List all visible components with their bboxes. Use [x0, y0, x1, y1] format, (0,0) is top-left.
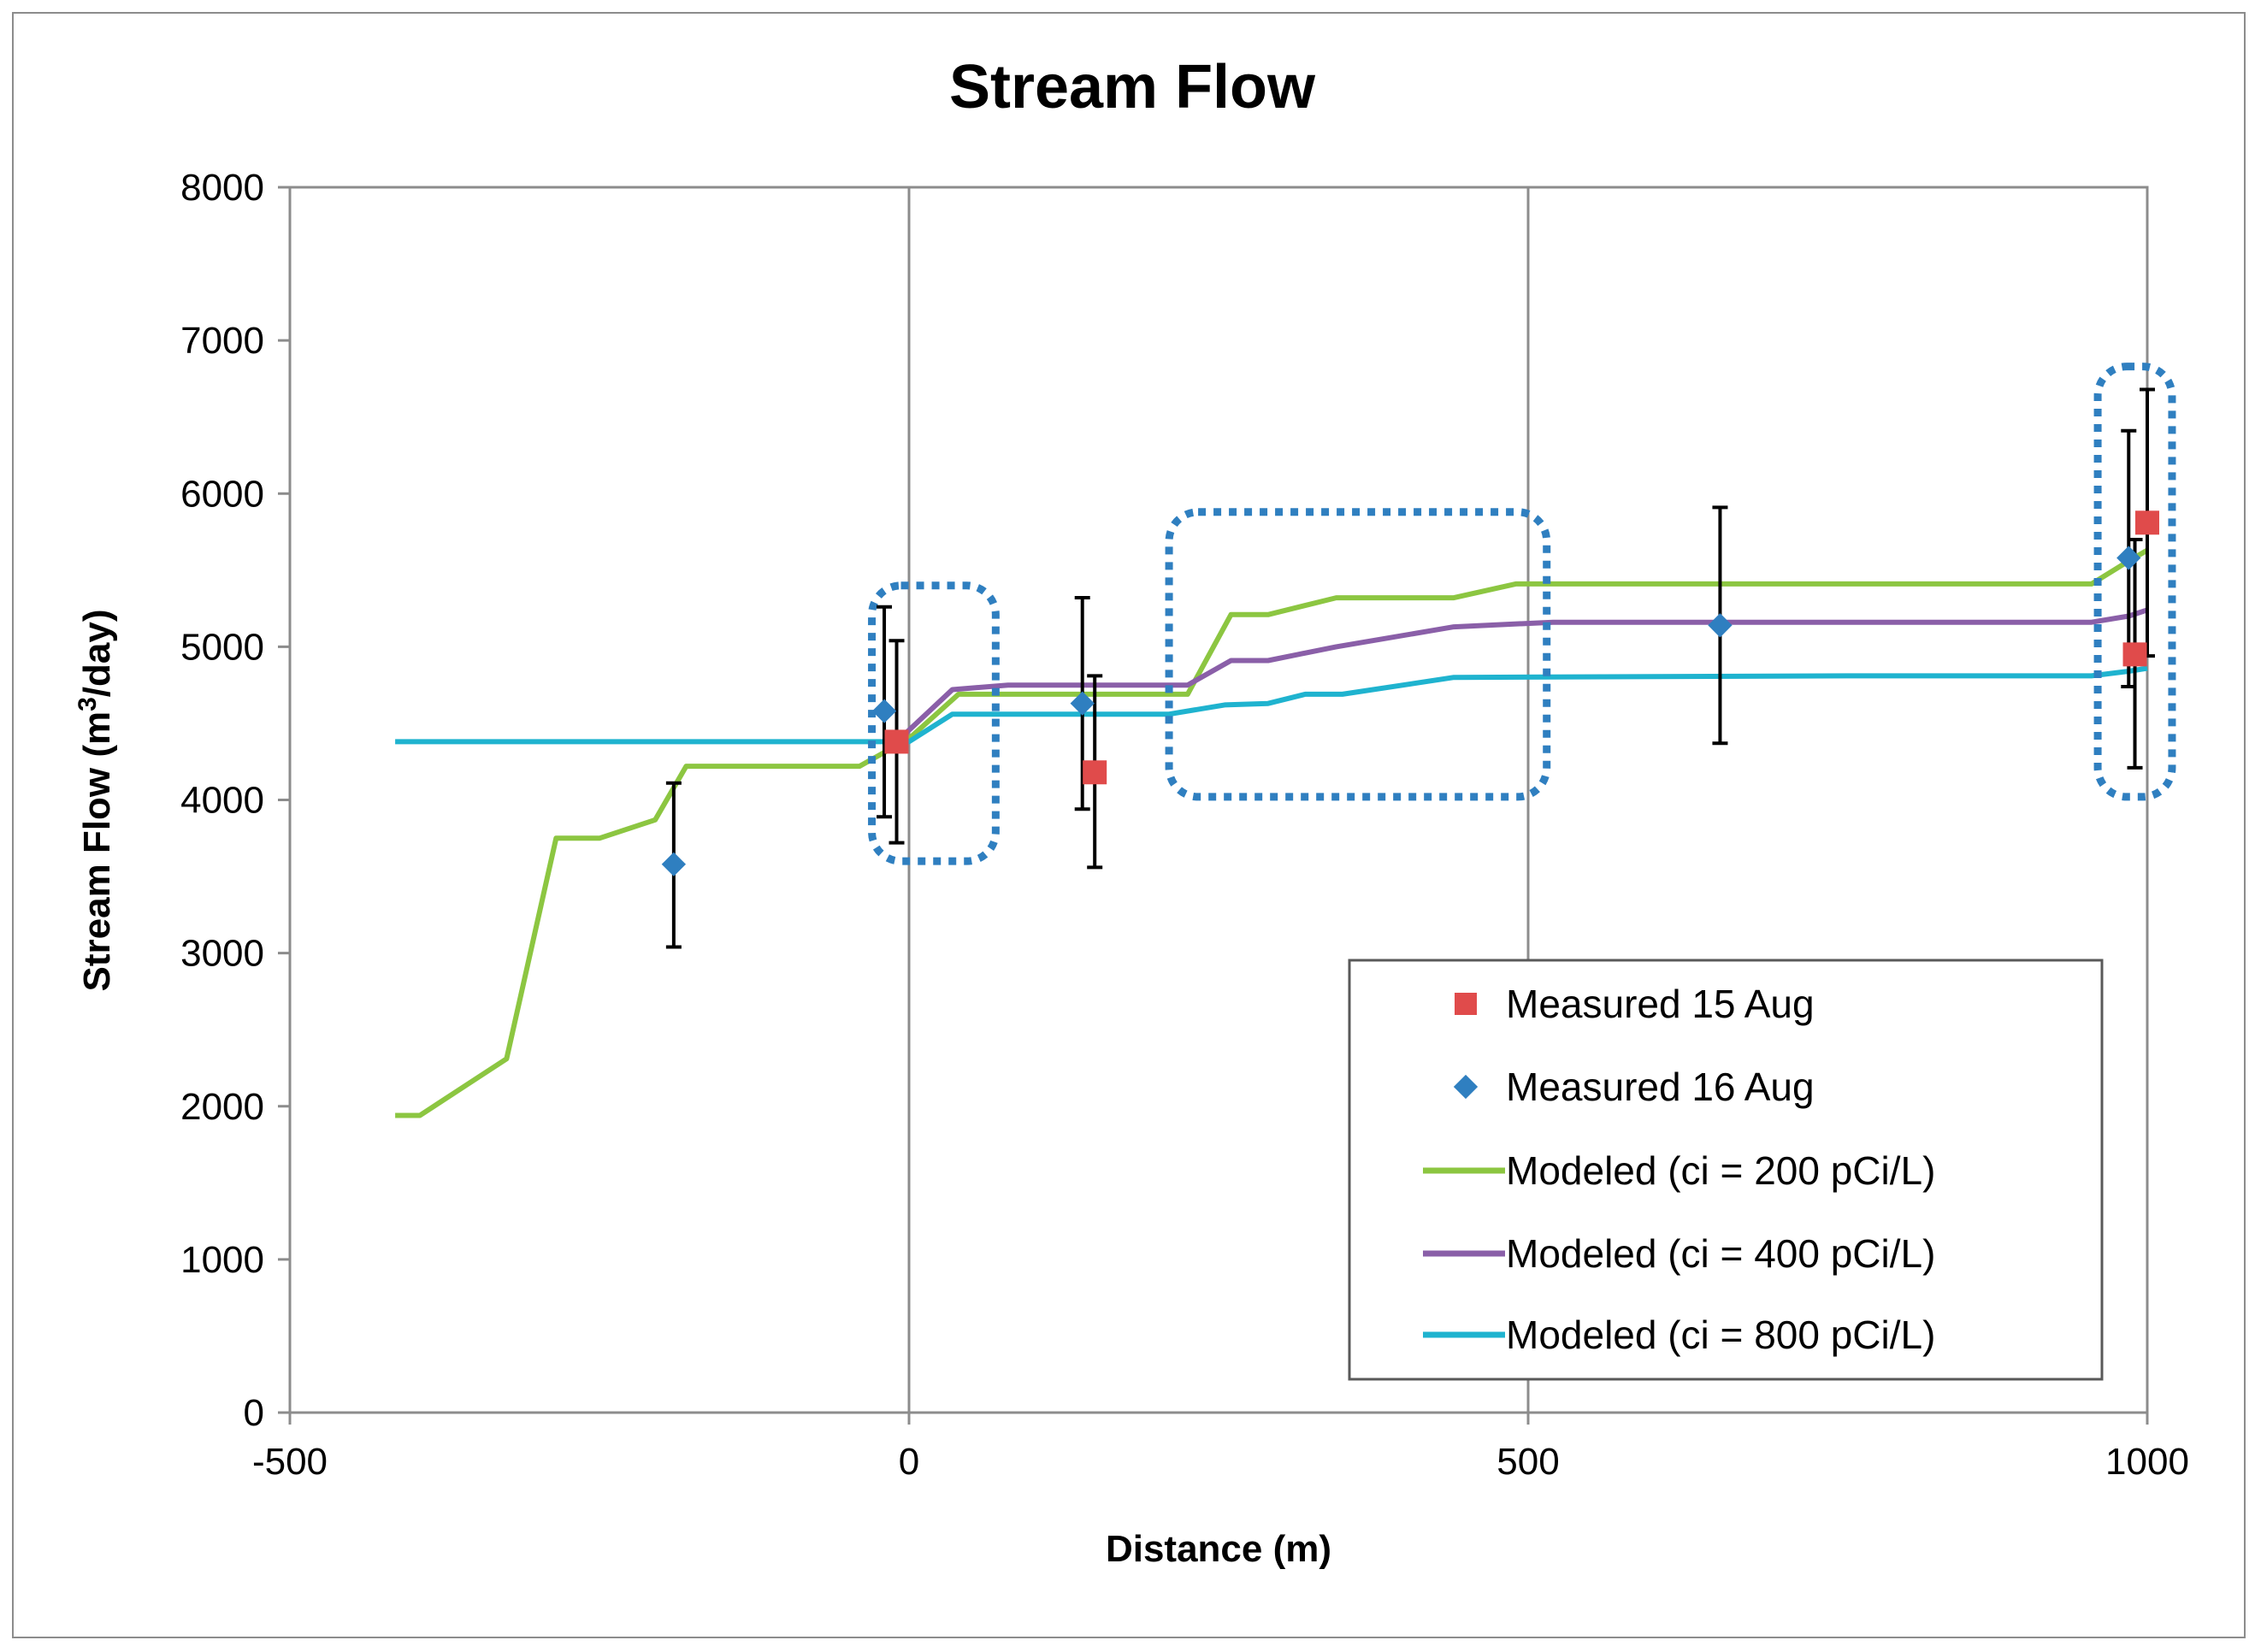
y-tick-label: 4000 [180, 780, 264, 822]
marker-measured-15-aug [1083, 760, 1107, 785]
y-axis-label-superscript: 3 [74, 697, 102, 711]
marker-measured-16-aug [1070, 691, 1095, 716]
y-axis-label: Stream Flow (m3/day) [74, 609, 119, 991]
y-tick-label: 8000 [180, 167, 264, 209]
series-line-modeled-ci-200-pci-l [395, 547, 2149, 1118]
marker-measured-15-aug [884, 729, 909, 754]
y-tick-label: 5000 [180, 626, 264, 668]
legend-label-ci-200: Modeled (ci = 200 pCi/L) [1506, 1148, 1935, 1193]
series-markers [661, 510, 2159, 876]
x-tick-label: 0 [899, 1441, 919, 1483]
highlight-box-2 [1165, 508, 1551, 801]
x-axis-ticks: -500 0 500 1000 [252, 1413, 2189, 1483]
stream-flow-chart: Stream Flow 0100020003000400050006000700… [74, 53, 2189, 1570]
y-tick-label: 7000 [180, 320, 264, 362]
y-axis-ticks: 0 1000 2000 3000 4000 5000 6000 7000 8000 [180, 167, 290, 1434]
y-axis-label-main: Stream Flow (m [76, 711, 118, 992]
legend-label-measured-16-aug: Measured 16 Aug [1506, 1065, 1815, 1109]
series-line-modeled-ci-400-pci-l [894, 607, 2148, 744]
marker-measured-16-aug [871, 699, 897, 723]
legend-label-ci-400: Modeled (ci = 400 pCi/L) [1506, 1231, 1935, 1276]
marker-measured-15-aug [2122, 642, 2147, 667]
y-tick-label: 1000 [180, 1239, 264, 1281]
x-tick-label: -500 [252, 1441, 328, 1483]
marker-measured-15-aug [2135, 510, 2159, 535]
chart-title: Stream Flow [949, 53, 1316, 121]
legend-marker-measured-15-aug [1455, 993, 1477, 1015]
y-tick-label: 2000 [180, 1086, 264, 1128]
error-bars [665, 387, 2155, 949]
legend: Measured 15 Aug Measured 16 Aug Modeled … [1348, 959, 2104, 1381]
highlight-box-3 [2093, 363, 2176, 801]
x-tick-label: 1000 [2105, 1441, 2189, 1483]
series-line-modeled-ci-800-pci-l [395, 665, 2148, 745]
marker-measured-16-aug [2116, 546, 2141, 570]
y-tick-label: 0 [244, 1392, 264, 1434]
legend-marker-measured-16-aug [1453, 1074, 1479, 1100]
x-axis-label: Distance (m) [1106, 1528, 1331, 1570]
x-tick-label: 500 [1497, 1441, 1559, 1483]
legend-label-ci-800: Modeled (ci = 800 pCi/L) [1506, 1313, 1935, 1357]
y-tick-label: 6000 [180, 473, 264, 515]
highlight-box-1 [868, 581, 1000, 865]
y-tick-label: 3000 [180, 933, 264, 975]
highlight-boxes [868, 363, 2176, 865]
chart-frame: Stream Flow 0 1000 2000 3000 4000 5000 6000 700… [12, 12, 2246, 1638]
legend-label-measured-15-aug: Measured 15 Aug [1506, 982, 1815, 1026]
series-lines [395, 547, 2149, 1118]
marker-measured-16-aug [1708, 613, 1733, 638]
marker-measured-16-aug [661, 852, 687, 876]
y-axis-label-end: /day) [76, 609, 118, 697]
